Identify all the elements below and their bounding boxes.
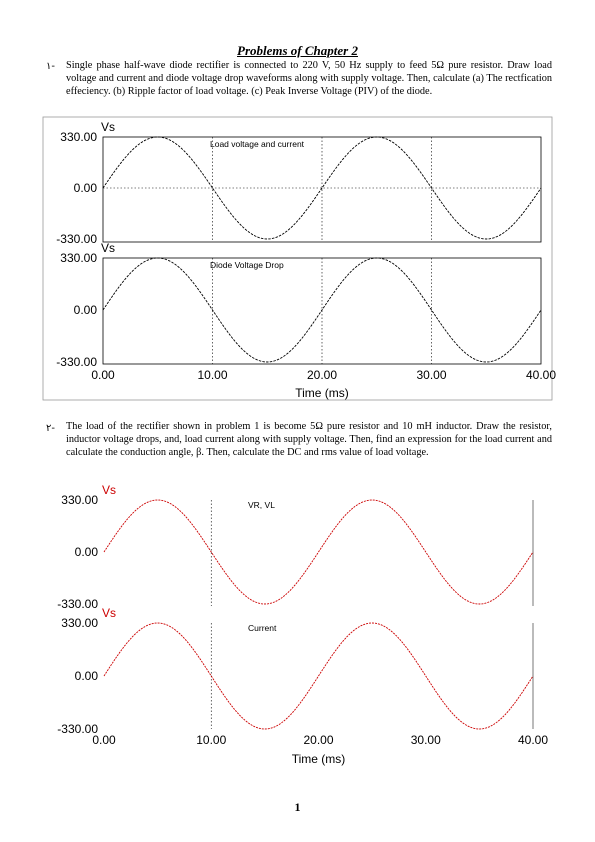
y-tick-label: 0.00 (74, 181, 98, 195)
plot-annotation: VR, VL (248, 500, 275, 510)
y-tick-label: -330.00 (57, 597, 98, 611)
waveform-series (102, 257, 542, 363)
x-tick-label: 20.00 (303, 733, 333, 747)
plot-annotation: Diode Voltage Drop (210, 260, 284, 270)
problem-1-number: ١- (46, 61, 55, 72)
problem-1-text: Single phase half-wave diode rectifier i… (66, 60, 552, 97)
x-tick-label: 20.00 (307, 368, 337, 382)
figure-frame (42, 116, 553, 401)
y-axis-label: Vs (102, 483, 116, 497)
y-tick-label: 330.00 (60, 130, 97, 144)
problem-2-number: ٢- (46, 423, 55, 434)
y-tick-label: 0.00 (74, 303, 98, 317)
y-axis-label: Vs (102, 606, 116, 620)
problem-2-text: The load of the rectifier shown in probl… (66, 421, 552, 458)
x-axis-label: Time (ms) (295, 386, 349, 400)
x-tick-label: 30.00 (411, 733, 441, 747)
y-axis-label: Vs (101, 241, 115, 255)
x-tick-label: 10.00 (197, 368, 227, 382)
waveform-series (103, 622, 534, 730)
x-tick-label: 0.00 (91, 368, 115, 382)
x-tick-label: 30.00 (416, 368, 446, 382)
y-tick-label: -330.00 (56, 355, 97, 369)
y-tick-label: 0.00 (75, 669, 99, 683)
x-tick-label: 10.00 (196, 733, 226, 747)
x-axis-label: Time (ms) (292, 752, 346, 766)
page-number: 1 (294, 800, 301, 814)
x-tick-label: 40.00 (526, 368, 556, 382)
waveform-series (103, 499, 534, 605)
waveform-series (102, 136, 542, 240)
y-tick-label: 330.00 (61, 493, 98, 507)
y-tick-label: 330.00 (61, 616, 98, 630)
chapter-title: Problems of Chapter 2 (237, 43, 358, 58)
y-axis-label: Vs (101, 120, 115, 134)
plot-annotation: Current (248, 623, 277, 633)
y-tick-label: -330.00 (57, 722, 98, 736)
y-tick-label: -330.00 (56, 232, 97, 246)
x-tick-label: 40.00 (518, 733, 548, 747)
plot-annotation: Load voltage and current (210, 139, 305, 149)
x-tick-label: 0.00 (92, 733, 116, 747)
y-tick-label: 330.00 (60, 251, 97, 265)
y-tick-label: 0.00 (75, 545, 99, 559)
